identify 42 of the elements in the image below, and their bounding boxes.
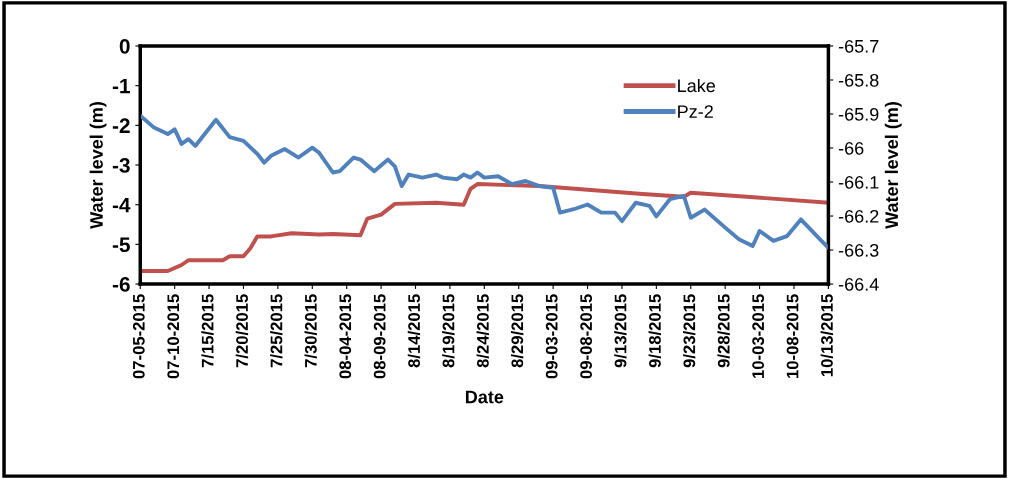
- y-tick-label: 0: [119, 38, 130, 54]
- y2-tick-label: -66.1: [838, 175, 879, 189]
- line-series: [140, 182, 829, 273]
- x-tick-label: 7/20/2015: [235, 294, 249, 368]
- x-tick-label: 10/13/2015: [820, 294, 834, 377]
- y2-tick-label: -65.7: [838, 39, 879, 53]
- x-tick-label: 07-10-2015: [167, 294, 180, 379]
- legend-label: Pz-2: [678, 105, 713, 118]
- x-tick-label: 9/28/2015: [717, 294, 730, 368]
- x-tick-label: 7/15/2015: [201, 294, 214, 368]
- y2-axis-title: Water level (m): [884, 102, 902, 229]
- x-tick-label: 09-08-2015: [580, 294, 593, 379]
- x-tick-label: 9/23/2015: [682, 294, 696, 368]
- x-axis-title: Date: [465, 390, 504, 404]
- x-tick-label: 8/14/2015: [407, 294, 421, 368]
- x-tick-label: 10-03-2015: [752, 294, 765, 378]
- x-tick-label: 8/24/2015: [476, 294, 489, 368]
- y2-tick-label: -66.4: [838, 277, 879, 291]
- y-tick-label: -2: [112, 118, 130, 133]
- y2-tick-label: -66.2: [838, 209, 879, 223]
- x-tick-label: 08-04-2015: [339, 294, 352, 379]
- x-tick-label: 9/18/2015: [648, 294, 661, 368]
- y-tick-label: -4: [112, 197, 131, 213]
- y2-tick-label: -66: [838, 141, 864, 155]
- x-tick-label: 08-09-2015: [373, 294, 386, 379]
- x-tick-label: 8/19/2015: [442, 294, 455, 368]
- y-tick-label: -5: [112, 237, 130, 253]
- y2-tick-label: -65.8: [838, 73, 879, 87]
- y2-tick-label: -65.9: [838, 107, 879, 121]
- y2-tick-label: -66.3: [838, 243, 879, 257]
- x-tick-label: 9/13/2015: [614, 294, 627, 368]
- legend-label: Lake: [678, 78, 715, 93]
- x-tick-label: 8/29/2015: [510, 294, 524, 368]
- x-tick-label: 7/25/2015: [270, 294, 283, 368]
- y-tick-label: -6: [112, 277, 130, 292]
- y-axis-title: Water level (m): [89, 102, 107, 229]
- x-tick-label: 10-08-2015: [786, 294, 799, 378]
- x-tick-label: 7/30/2015: [304, 294, 317, 368]
- x-tick-label: 09-03-2015: [545, 294, 558, 379]
- y-tick-label: -1: [112, 78, 130, 94]
- x-tick-label: 07-05-2015: [132, 294, 145, 379]
- y-tick-label: -3: [112, 158, 130, 173]
